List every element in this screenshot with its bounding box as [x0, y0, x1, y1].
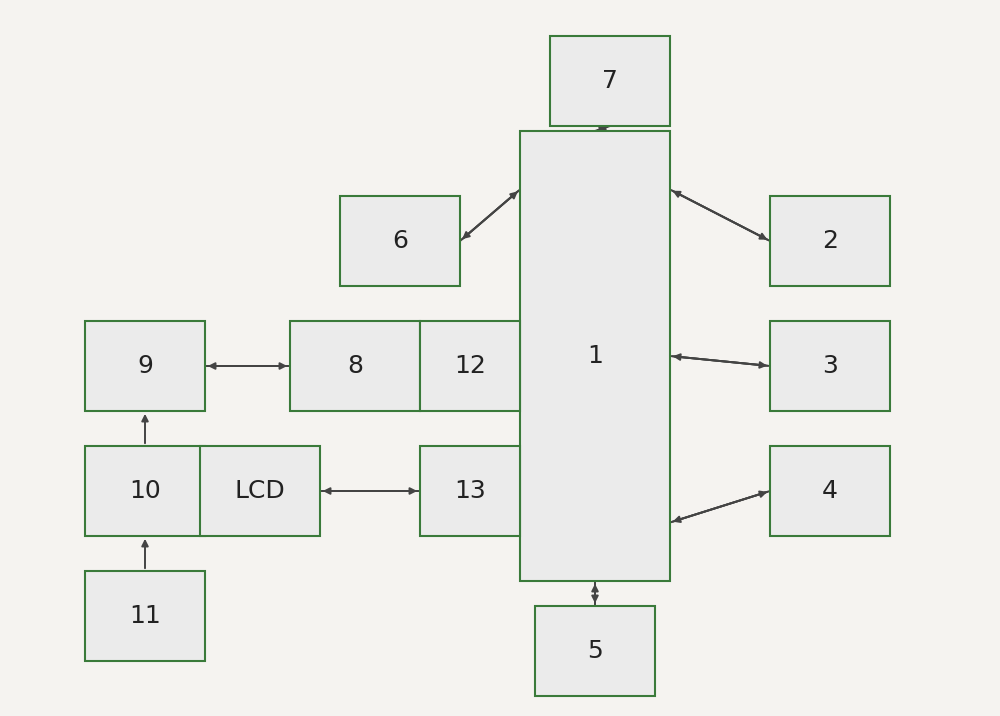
Text: 5: 5: [587, 639, 603, 663]
Bar: [535, 606, 655, 696]
Bar: [85, 321, 205, 411]
Text: 3: 3: [822, 354, 838, 378]
Text: 12: 12: [454, 354, 486, 378]
Bar: [290, 321, 420, 411]
Bar: [85, 446, 205, 536]
Text: 10: 10: [129, 479, 161, 503]
Bar: [770, 321, 890, 411]
Bar: [770, 196, 890, 286]
Bar: [770, 446, 890, 536]
Bar: [420, 321, 520, 411]
Bar: [85, 571, 205, 661]
Text: 4: 4: [822, 479, 838, 503]
Bar: [420, 446, 520, 536]
Text: LCD: LCD: [235, 479, 285, 503]
Text: 2: 2: [822, 229, 838, 253]
Bar: [550, 36, 670, 126]
Bar: [340, 196, 460, 286]
Text: 1: 1: [587, 344, 603, 368]
Bar: [200, 446, 320, 536]
Text: 11: 11: [129, 604, 161, 628]
Bar: [520, 131, 670, 581]
Text: 13: 13: [454, 479, 486, 503]
Text: 6: 6: [392, 229, 408, 253]
Text: 8: 8: [347, 354, 363, 378]
Text: 7: 7: [602, 69, 618, 93]
Text: 9: 9: [137, 354, 153, 378]
